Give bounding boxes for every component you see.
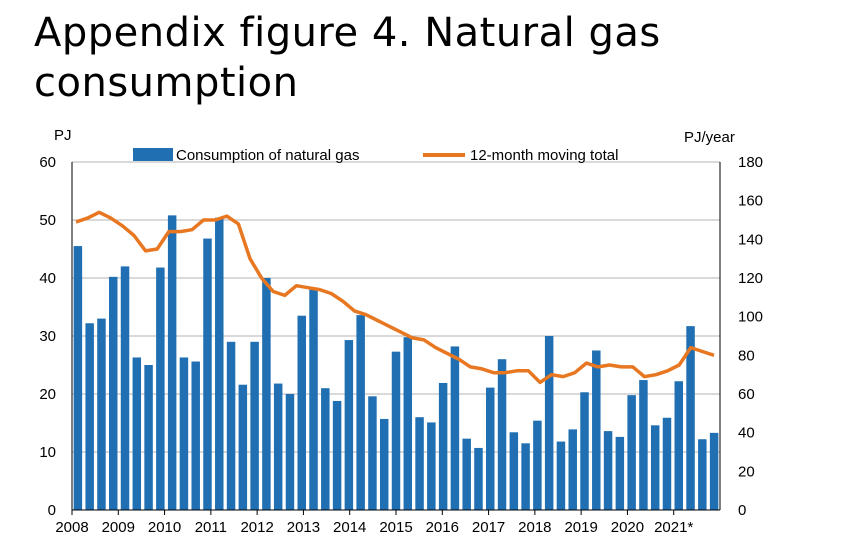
y-right-tick-label: 160: [738, 193, 763, 210]
bar: [438, 382, 448, 510]
y-right-tick-label: 140: [738, 231, 763, 248]
bar: [309, 289, 318, 510]
x-tick-label: 2019: [564, 519, 597, 536]
bar: [297, 315, 306, 510]
chart-title: Appendix figure 4. Natural gas consumpti…: [34, 10, 661, 106]
bar: [344, 340, 354, 510]
bar: [238, 384, 248, 510]
bar: [509, 432, 519, 510]
moving-total-line: [75, 210, 715, 385]
bar: [662, 417, 672, 510]
y-right-tick-label: 180: [738, 154, 763, 171]
bar: [73, 246, 83, 510]
bar: [698, 439, 707, 510]
bar: [203, 238, 212, 510]
bar: [427, 422, 436, 510]
bar: [379, 418, 389, 510]
bar: [156, 267, 165, 510]
bar: [321, 388, 330, 510]
y-left-tick-label: 60: [39, 154, 56, 171]
bar-series: [73, 215, 719, 511]
bar: [226, 341, 236, 510]
x-tick-label: 2016: [426, 519, 459, 536]
x-tick-label: 2011: [195, 519, 227, 536]
bar: [415, 417, 424, 510]
bar: [120, 266, 130, 510]
bar: [179, 357, 189, 510]
axis-labels: 0 10 20 30 40 50 60 0 20 40 60 80 100 120 140 160 180 200…: [39, 127, 763, 536]
bar: [521, 443, 530, 510]
legend-line-label: 12-month moving total: [470, 147, 618, 164]
y-right-tick-label: 100: [738, 309, 763, 326]
bar: [85, 323, 94, 510]
bar: [403, 337, 413, 510]
bar: [332, 400, 342, 510]
y-left-tick-label: 0: [48, 502, 56, 519]
left-axis-unit: PJ: [54, 127, 72, 144]
bar: [262, 278, 271, 510]
bar: [215, 217, 224, 510]
x-tick-label: 2015: [379, 519, 412, 536]
x-tick-label: 2017: [472, 519, 505, 536]
y-right-tick-label: 0: [738, 502, 746, 519]
bar: [191, 361, 200, 510]
y-right-tick-label: 20: [738, 463, 755, 480]
x-tick-label: 2013: [287, 519, 320, 536]
bar: [273, 383, 283, 510]
bar: [474, 447, 483, 510]
bar: [603, 431, 613, 510]
y-left-tick-label: 50: [39, 212, 56, 229]
bar: [615, 436, 625, 510]
x-tick-label: 2018: [518, 519, 551, 536]
bar: [533, 420, 542, 510]
right-axis-unit: PJ/year: [684, 129, 735, 146]
x-tick-label: 2008: [55, 519, 88, 536]
x-tick-label: 2020: [611, 519, 644, 536]
y-left-tick-label: 10: [39, 444, 56, 461]
x-tick-label: 2021*: [654, 519, 693, 536]
y-left-tick-label: 30: [39, 328, 56, 345]
bar: [709, 432, 719, 510]
legend: Consumption of natural gas 12-month movi…: [128, 147, 618, 164]
bar: [97, 318, 106, 510]
bar: [167, 215, 177, 511]
bar: [497, 359, 507, 510]
bar: [568, 429, 577, 510]
legend-bar-swatch: [133, 148, 173, 161]
bar: [544, 336, 554, 510]
bar: [627, 395, 636, 510]
bar: [592, 350, 601, 510]
bar: [486, 387, 495, 510]
y-left-tick-label: 20: [39, 386, 56, 403]
y-right-tick-label: 120: [738, 270, 763, 287]
y-right-tick-label: 80: [738, 347, 755, 364]
bar: [450, 346, 460, 510]
bar: [580, 392, 589, 510]
bar: [674, 381, 684, 510]
bar: [556, 441, 566, 510]
legend-bar-label: Consumption of natural gas: [176, 147, 359, 164]
bar: [108, 276, 118, 510]
y-right-tick-label: 60: [738, 386, 755, 403]
bar: [144, 365, 153, 510]
line-series: [75, 210, 715, 385]
x-tick-label: 2012: [240, 519, 273, 536]
x-tick-label: 2014: [333, 519, 366, 536]
bar: [250, 341, 259, 510]
bar: [132, 357, 142, 510]
bar: [686, 326, 695, 510]
bar: [285, 394, 295, 510]
bar: [356, 315, 365, 510]
bar: [391, 351, 401, 510]
bar: [368, 396, 377, 510]
bar: [462, 438, 471, 510]
y-right-tick-label: 40: [738, 425, 755, 442]
x-tick-label: 2009: [102, 519, 135, 536]
bar: [639, 380, 648, 510]
x-tick-label: 2010: [148, 519, 181, 536]
y-left-tick-label: 40: [39, 270, 56, 287]
bar: [650, 425, 660, 510]
